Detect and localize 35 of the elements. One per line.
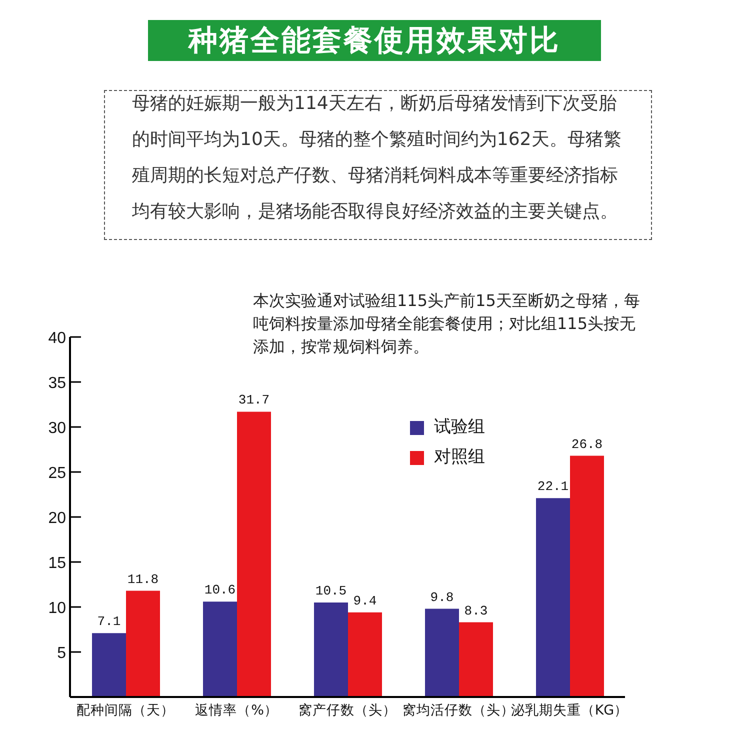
x-tick-label: 返情率（%） — [195, 702, 278, 719]
bar — [237, 412, 271, 697]
bar — [425, 608, 459, 697]
data-label: 10.5 — [315, 584, 347, 598]
bar — [126, 590, 160, 697]
y-tick-label: 30 — [48, 420, 66, 437]
x-tick-label: 窝产仔数（头） — [298, 702, 396, 719]
data-label: 9.8 — [430, 590, 454, 605]
data-label: 7.1 — [97, 614, 121, 630]
x-tick-label: 配种间隔（天） — [76, 702, 174, 719]
bar — [536, 498, 570, 697]
y-tick-label: 40 — [48, 330, 66, 347]
data-label: 26.8 — [571, 436, 603, 452]
bar — [314, 602, 348, 697]
y-tick-label: 5 — [57, 644, 66, 662]
data-label: 9.4 — [353, 593, 377, 608]
bar — [570, 456, 604, 697]
y-tick-label: 10 — [48, 600, 66, 617]
y-tick-label: 15 — [48, 554, 66, 572]
y-tick-label: 20 — [48, 510, 66, 527]
data-label: 22.1 — [537, 479, 569, 494]
text: 母猪的妊娠期一般为114天左右，断奶后母猪发情到下次受胎的时间平均为10天。母猪的整个繁殖时间约为162天。母猪繁殖周期的长短对总产仔数、母猪消耗饲料成本等重要经济指标均有较大影响，是猪场能否取得良好经济效益的主要关键点。 — [132, 92, 622, 224]
legend-label: 试验组 — [434, 417, 485, 437]
bar — [348, 612, 382, 697]
annotation: 本次实验通对试验组115头产前15天至断奶之母猪，每吨饲料按量添加母猪全能套餐使用；对比组115头按无添加，按常规饲料饲养。 — [253, 290, 641, 358]
bar — [92, 633, 126, 697]
y-tick-label: 25 — [48, 464, 66, 482]
bar — [459, 622, 493, 697]
data-label: 11.8 — [127, 572, 159, 587]
bar — [203, 602, 237, 697]
legend-label: 对照组 — [434, 447, 485, 467]
data-label: 8.3 — [464, 603, 488, 618]
data-label: 31.7 — [238, 392, 270, 408]
data-label: 10.6 — [204, 582, 236, 598]
y-tick-label: 35 — [48, 374, 66, 392]
